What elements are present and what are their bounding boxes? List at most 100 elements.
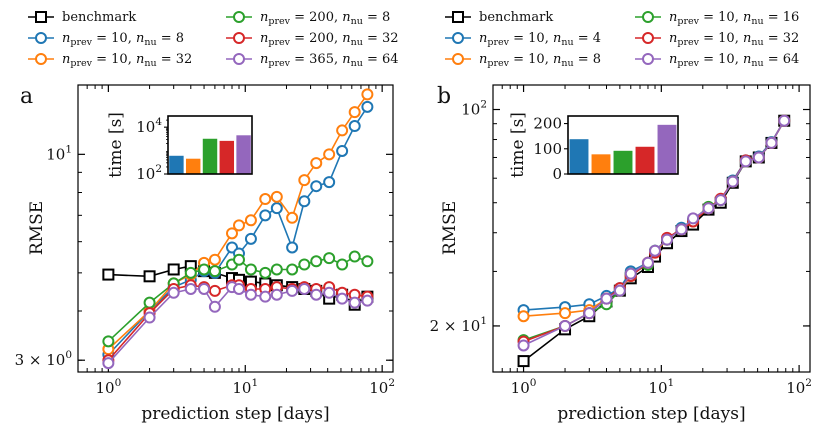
tick-base: 10	[461, 317, 480, 335]
data-point	[225, 227, 238, 240]
legend-sub: prev	[268, 16, 290, 27]
data-point	[336, 292, 349, 305]
data-point	[259, 290, 272, 303]
legend-n: n	[62, 31, 70, 46]
data-point	[286, 284, 299, 297]
tick-exponent: 2	[388, 377, 395, 389]
tick-base: 10	[136, 165, 155, 183]
legend-value: = 16	[764, 10, 800, 25]
series-5	[517, 114, 791, 352]
y-tick-label-0: 3 × 100	[15, 349, 72, 369]
legend-sub: prev	[677, 16, 699, 27]
legend-value: = 10,	[509, 52, 553, 67]
data-point	[323, 252, 336, 265]
legend-sub: nu	[751, 58, 763, 69]
legend-n: n	[743, 31, 751, 46]
legend-n: n	[342, 52, 350, 67]
data-point	[517, 310, 530, 323]
x-tick-label-1: 101	[648, 377, 674, 397]
tick-base: 10	[511, 379, 530, 397]
legend-sub: nu	[751, 37, 763, 48]
axes-frame	[492, 84, 811, 373]
data-point	[559, 307, 572, 320]
data-point	[348, 106, 361, 119]
data-point	[259, 209, 272, 222]
data-point	[102, 268, 115, 281]
legend-sub: prev	[487, 37, 509, 48]
data-point	[310, 288, 323, 301]
tick-exponent: 0	[115, 377, 122, 389]
y-axis-label: RMSE	[440, 201, 460, 255]
inset-tick-label-2: 200	[533, 115, 562, 133]
legend-sub: nu	[561, 58, 573, 69]
legend-marker	[452, 11, 464, 23]
data-point	[286, 263, 299, 276]
data-point	[613, 284, 626, 297]
data-point	[270, 190, 283, 203]
legend-label: nprev = 10, nnu = 8	[479, 52, 601, 69]
x-tick-label-0: 100	[511, 377, 537, 397]
data-point	[102, 335, 115, 348]
data-point	[298, 258, 311, 271]
data-point	[361, 255, 374, 268]
x-axis-label: prediction step [days]	[557, 404, 745, 424]
legend-value: = 32	[764, 31, 800, 46]
series-5	[102, 281, 374, 370]
legend-value: = 8	[574, 52, 601, 67]
data-point	[765, 136, 778, 149]
data-point	[624, 267, 637, 280]
legend-label: nprev = 200, nnu = 8	[260, 10, 390, 27]
data-point	[270, 202, 283, 215]
data-point	[184, 282, 197, 295]
legend-sub: prev	[70, 37, 92, 48]
y-axis-label: RMSE	[27, 201, 47, 255]
data-point	[702, 202, 715, 215]
y-tick-label-1: 101	[46, 143, 72, 163]
legend-n: n	[743, 52, 751, 67]
legend-label: nprev = 10, nnu = 32	[669, 31, 799, 48]
legend-sub: prev	[268, 37, 290, 48]
legend-label: nprev = 365, nnu = 64	[260, 52, 399, 69]
data-point	[259, 266, 272, 279]
data-point	[687, 212, 700, 225]
legend-sub: nu	[144, 37, 156, 48]
legend-label: nprev = 10, nnu = 64	[669, 52, 799, 69]
data-point	[102, 357, 115, 370]
legend-sub: nu	[351, 16, 363, 27]
tick-lead: 3 ×	[15, 351, 47, 369]
data-point	[336, 144, 349, 157]
data-point	[661, 233, 674, 246]
data-point	[298, 282, 311, 295]
data-point	[208, 253, 221, 266]
legend-marker	[35, 11, 47, 23]
legend-marker	[233, 11, 245, 23]
tick-base: 10	[369, 379, 388, 397]
data-point	[778, 114, 791, 127]
data-point	[600, 292, 613, 305]
legend-label: nprev = 200, nnu = 32	[260, 31, 399, 48]
data-point	[167, 263, 180, 276]
legend-n: n	[553, 52, 561, 67]
legend-value: = 10,	[699, 31, 743, 46]
data-point	[726, 175, 739, 188]
inset-bar	[219, 140, 235, 174]
legend-marker	[452, 53, 464, 65]
tick-base: 10	[232, 379, 251, 397]
legend-n: n	[260, 52, 268, 67]
data-point	[244, 288, 257, 301]
inset-tick-label-1: 100	[533, 140, 562, 158]
x-minor-ticks	[492, 85, 794, 372]
tick-lead: 2 ×	[430, 317, 462, 335]
data-point	[348, 250, 361, 263]
tick-exponent: 2	[155, 163, 162, 175]
tick-exponent: 0	[530, 377, 537, 389]
x-tick-label-1: 101	[232, 377, 258, 397]
tick-base: 10	[136, 118, 155, 136]
x-minor-ticks	[77, 85, 377, 372]
inset-bar	[591, 154, 611, 174]
data-point	[244, 214, 257, 227]
legend-n: n	[342, 10, 350, 25]
